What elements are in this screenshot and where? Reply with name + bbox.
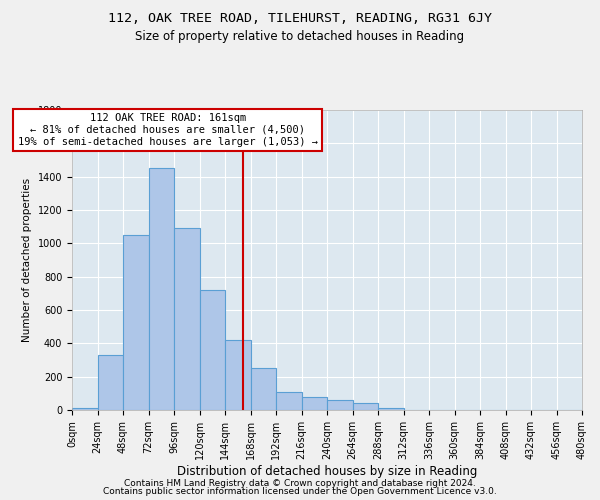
Text: Size of property relative to detached houses in Reading: Size of property relative to detached ho… (136, 30, 464, 43)
Text: Contains HM Land Registry data © Crown copyright and database right 2024.: Contains HM Land Registry data © Crown c… (124, 478, 476, 488)
Text: 112 OAK TREE ROAD: 161sqm
← 81% of detached houses are smaller (4,500)
19% of se: 112 OAK TREE ROAD: 161sqm ← 81% of detac… (17, 114, 317, 146)
Bar (97, 355, 123, 410)
Bar (174, 228, 199, 410)
Bar (123, 235, 149, 410)
Bar (199, 290, 225, 410)
Bar (251, 368, 276, 410)
Text: 112, OAK TREE ROAD, TILEHURST, READING, RG31 6JY: 112, OAK TREE ROAD, TILEHURST, READING, … (108, 12, 492, 26)
Bar (225, 340, 251, 410)
Bar (276, 392, 302, 410)
Bar (72, 408, 97, 410)
Bar (302, 396, 327, 410)
Bar (149, 168, 174, 410)
Text: Contains public sector information licensed under the Open Government Licence v3: Contains public sector information licen… (103, 487, 497, 496)
Bar (327, 400, 353, 410)
Y-axis label: Number of detached properties: Number of detached properties (22, 178, 32, 342)
X-axis label: Distribution of detached houses by size in Reading: Distribution of detached houses by size … (177, 464, 477, 477)
Bar (353, 404, 378, 410)
Bar (378, 408, 404, 410)
